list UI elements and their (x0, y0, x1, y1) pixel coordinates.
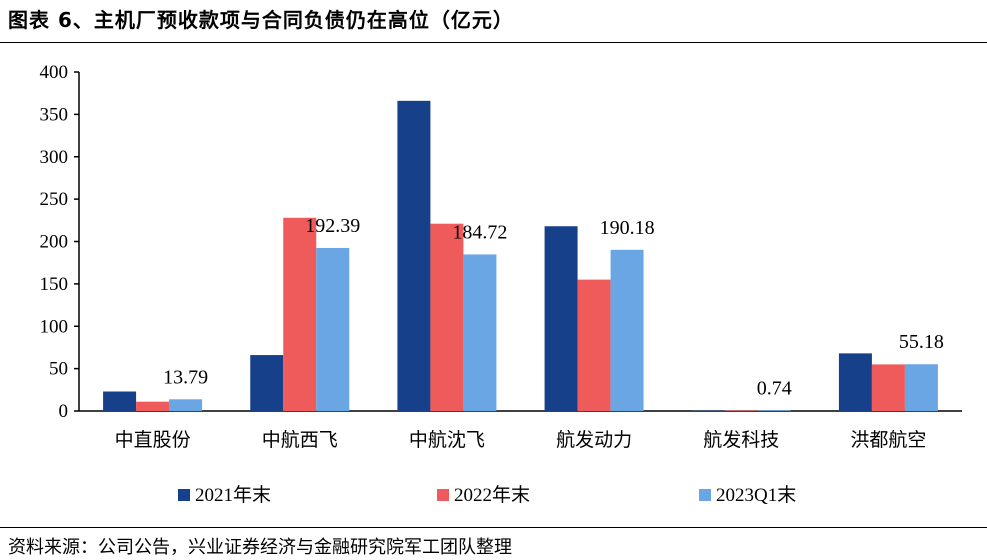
y-tick-label: 300 (40, 147, 69, 168)
legend-swatch (437, 489, 449, 501)
bar-2-3 (610, 249, 644, 411)
legend-label: 2023Q1末 (716, 484, 796, 506)
x-category-label: 航发科技 (703, 429, 779, 451)
y-tick-label: 150 (40, 274, 69, 295)
bottom-rule (0, 527, 987, 528)
bar-1-4 (724, 410, 758, 411)
x-category-label: 航发动力 (556, 429, 632, 451)
data-label: 190.18 (600, 217, 655, 239)
bar-2-2 (463, 254, 497, 411)
x-category-label: 洪都航空 (850, 429, 926, 451)
x-category-label: 中直股份 (115, 429, 191, 451)
bar-1-2 (430, 223, 464, 411)
y-tick-label: 200 (40, 232, 69, 253)
bar-2-5 (904, 364, 938, 411)
bar-1-3 (577, 279, 611, 411)
y-tick-label: 100 (40, 316, 69, 337)
bar-chart: 0 50 100 150 200 250 300 350 400 中直股份 中航西飞 中航沈飞 航发动… (40, 62, 962, 506)
y-tick-label: 250 (40, 189, 69, 210)
top-rule (0, 42, 987, 43)
data-label: 0.74 (757, 377, 792, 399)
bar-1-0 (136, 401, 170, 411)
bar-2-0 (169, 399, 203, 411)
y-axis: 0 50 100 150 200 250 300 350 400 (40, 62, 80, 422)
legend-label: 2022年末 (454, 484, 530, 506)
bar-1-1 (283, 217, 317, 411)
data-label: 55.18 (899, 331, 944, 353)
bar-0-5 (838, 353, 872, 411)
bar-1-5 (871, 364, 905, 411)
data-label: 192.39 (305, 215, 360, 237)
bar-2-4 (757, 410, 791, 411)
data-labels: 13.79 192.39 184.72 190.18 0.74 55.18 (163, 215, 944, 399)
legend: 2021年末 2022年末 2023Q1末 (178, 484, 796, 506)
x-axis: 中直股份 中航西飞 中航沈飞 航发动力 航发科技 洪都航空 (79, 410, 962, 451)
bar-0-1 (250, 355, 284, 411)
x-category-label: 中航沈飞 (409, 429, 485, 451)
bars (103, 100, 938, 411)
y-tick-label: 50 (49, 359, 68, 380)
bar-2-1 (316, 247, 350, 411)
bar-0-2 (397, 100, 431, 411)
x-category-label: 中航西飞 (262, 429, 338, 451)
legend-label: 2021年末 (195, 484, 271, 506)
bar-0-3 (544, 226, 578, 411)
legend-swatch (699, 489, 711, 501)
data-label: 13.79 (163, 366, 208, 388)
y-tick-label: 350 (40, 104, 69, 125)
y-tick-label: 0 (59, 401, 69, 422)
chart-title: 图表 6、主机厂预收款项与合同负债仍在高位（亿元） (8, 8, 514, 32)
bar-0-0 (103, 391, 137, 411)
source-note: 资料来源：公司公告，兴业证券经济与金融研究院军工团队整理 (8, 537, 512, 558)
y-tick-label: 400 (40, 62, 69, 83)
data-label: 184.72 (452, 221, 507, 243)
legend-swatch (178, 489, 190, 501)
